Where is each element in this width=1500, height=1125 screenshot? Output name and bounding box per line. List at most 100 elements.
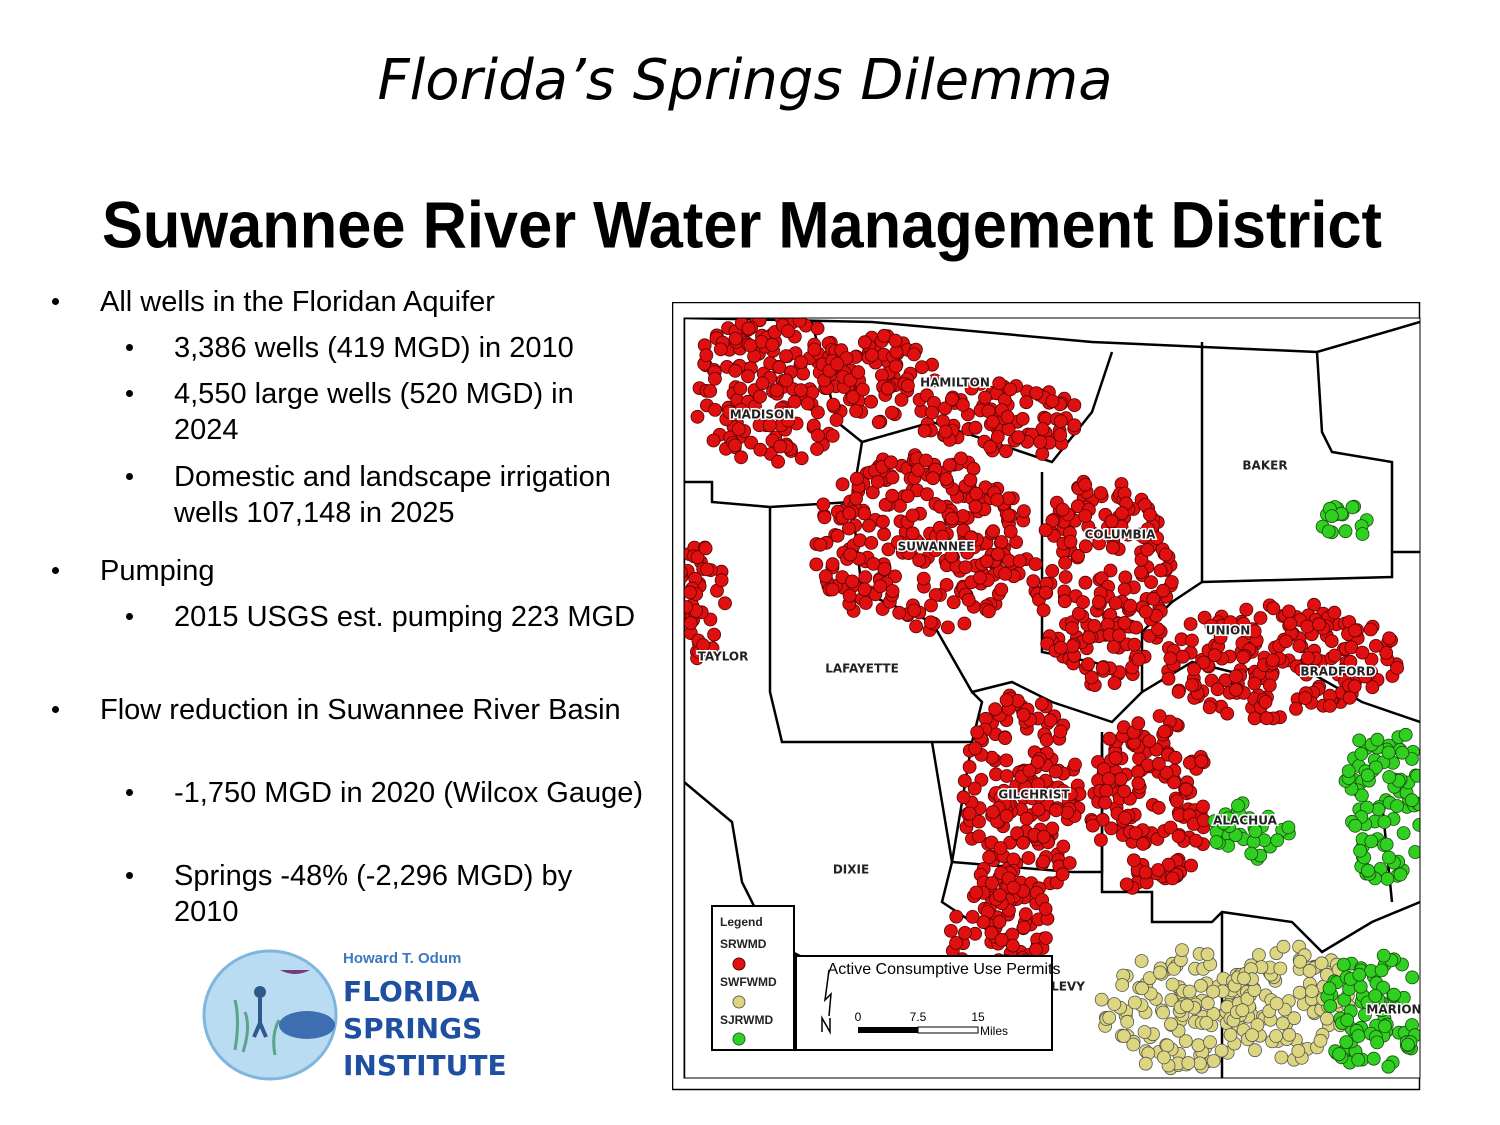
permit-dot [978, 390, 992, 405]
county-label: BAKER [1242, 459, 1287, 473]
scale-tick: 7.5 [910, 1010, 927, 1024]
permit-dot [1138, 865, 1153, 880]
permit-dot [990, 547, 1005, 562]
permit-dot [1016, 920, 1031, 935]
permit-dot [1121, 527, 1136, 542]
permit-dot [871, 415, 886, 430]
permit-dot [1183, 617, 1198, 631]
permit-dot [999, 693, 1014, 708]
bullet [126, 613, 133, 620]
permit-dot [1191, 1038, 1206, 1053]
permit-dot [1114, 506, 1129, 521]
logo: Howard T. Odum FLORIDA SPRINGS INSTITUTE [202, 949, 507, 1082]
permit-dot [713, 342, 728, 357]
permit-dot [1000, 410, 1015, 424]
permit-dot [1363, 622, 1378, 637]
bullet-text: Flow reduction in Suwannee River Basin [100, 694, 621, 726]
permit-dot [810, 405, 825, 420]
permit-dot [1113, 772, 1128, 787]
permit-dot [816, 497, 831, 512]
permit-dot [1102, 1010, 1117, 1025]
permit-dot [911, 462, 925, 477]
bullet [52, 298, 59, 305]
permit-dot [807, 342, 822, 357]
permit-dot [741, 369, 755, 384]
permit-dot [734, 403, 748, 417]
permit-dot [994, 933, 1009, 947]
permit-dot [949, 936, 964, 950]
logo-diver [254, 986, 266, 998]
permit-dot [1060, 805, 1075, 820]
sub-bullet-text: Springs -48% (-2,296 MGD) by 2010 [174, 860, 573, 928]
permit-dot [1358, 669, 1373, 684]
permit-dot [1151, 800, 1166, 815]
permit-dot [773, 439, 788, 454]
permit-dot [1005, 938, 1020, 953]
permit-dot [699, 348, 714, 363]
permit-dot [1165, 871, 1180, 886]
permit-dot [1016, 835, 1031, 850]
permit-dot [999, 809, 1014, 823]
permit-dot [849, 491, 864, 506]
permit-dot [912, 553, 927, 568]
permit-dot [1327, 648, 1342, 663]
permit-dot [1351, 1029, 1366, 1043]
permit-dot [818, 569, 833, 584]
permit-dot [787, 395, 802, 409]
permit-dot [1126, 1037, 1141, 1052]
permit-dot [1117, 784, 1132, 799]
permit-dot [1336, 957, 1351, 972]
permit-dot [1390, 799, 1404, 813]
permit-dot [877, 562, 892, 576]
permit-dot [1276, 939, 1291, 954]
permit-dot [1352, 967, 1367, 982]
permit-dot [1151, 622, 1165, 637]
permit-dot [1171, 684, 1186, 699]
permit-dot [992, 376, 1007, 391]
logo-diver [252, 998, 268, 1038]
permit-dot [957, 773, 972, 788]
permit-dot [1371, 802, 1386, 817]
permit-dot [1283, 616, 1298, 631]
sub-bullet-text: Domestic and landscape irrigation wells … [174, 461, 611, 529]
sub-bullet-text: -1,750 MGD in 2020 (Wilcox Gauge) [174, 777, 644, 809]
permit-dot [1036, 829, 1051, 844]
permit-dot [835, 477, 850, 492]
permit-dot [1312, 617, 1326, 632]
permit-dot [1323, 999, 1338, 1013]
permit-dot [1301, 651, 1315, 665]
permit-dot [1214, 1043, 1229, 1058]
permit-dot [1071, 548, 1086, 563]
permit-dot [1120, 1014, 1135, 1029]
permit-dot [884, 455, 898, 470]
permit-dot [1229, 669, 1243, 684]
permit-dot [900, 378, 915, 393]
permit-dot [885, 488, 900, 503]
permit-dot [1314, 956, 1329, 971]
slide-subtitle: Suwannee River Water Management District [102, 187, 1382, 261]
permit-dot [1237, 971, 1251, 986]
permit-dot [1196, 655, 1211, 670]
permit-dot [873, 579, 888, 594]
permit-dot [1247, 676, 1262, 691]
permit-dot [999, 444, 1013, 459]
permit-dot [885, 584, 900, 598]
scale-tick: 0 [855, 1010, 862, 1024]
permit-dot [1137, 1025, 1152, 1039]
permit-dot [1347, 679, 1362, 694]
permit-dot [909, 619, 924, 634]
permit-dot [926, 471, 940, 486]
permit-dot [1345, 500, 1360, 515]
logo-line: FLORIDA [343, 975, 480, 1008]
permit-dot [957, 926, 972, 940]
permit-dot [942, 458, 957, 473]
permit-dot [1128, 826, 1143, 840]
permit-dot [920, 487, 934, 502]
permit-dot [792, 318, 807, 328]
permit-dot [1175, 943, 1189, 957]
bullet [52, 567, 59, 574]
permit-dot [954, 451, 968, 466]
permit-dot [1003, 524, 1018, 539]
permit-dot [1029, 386, 1044, 400]
permit-dot [1163, 1017, 1178, 1032]
